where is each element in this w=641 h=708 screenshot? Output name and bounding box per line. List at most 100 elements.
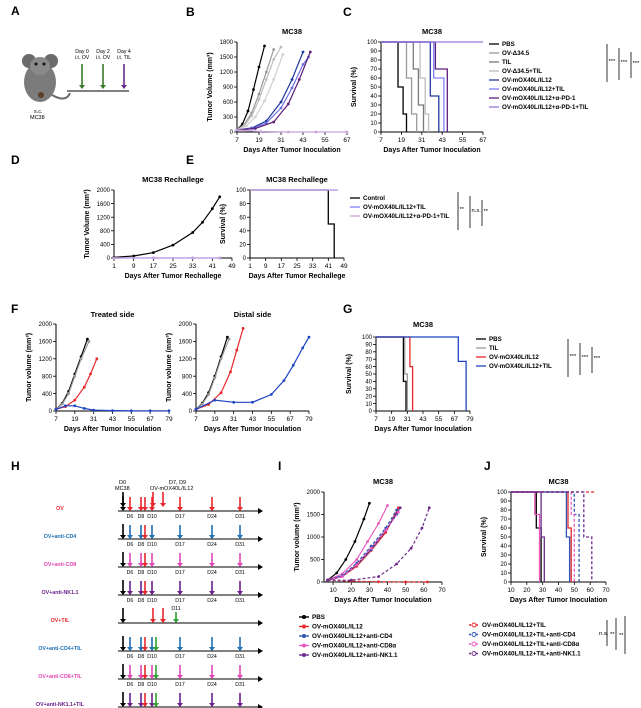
y-tick-label: 1600 — [97, 202, 111, 208]
legend-label: OV-mOX40L/IL12+TIL+anti-CD4 — [482, 632, 576, 639]
series-line — [376, 336, 467, 411]
arrowhead-icon — [149, 703, 155, 707]
legend-label: OV-Δ34.5+TIL — [502, 68, 542, 75]
arrowhead-icon — [138, 591, 144, 595]
data-point — [281, 53, 285, 56]
data-point — [307, 335, 311, 339]
y-tick-label: 50 — [500, 535, 507, 541]
x-tick-label: 43 — [419, 416, 427, 423]
data-point — [301, 50, 305, 54]
y-tick-label: 80 — [365, 350, 372, 356]
data-point — [253, 127, 257, 130]
y-axis-label: Tumor Volume (mm³) — [84, 189, 91, 258]
y-tick-label: 60 — [500, 526, 507, 532]
arrowhead-icon — [121, 85, 127, 89]
data-point — [384, 528, 388, 532]
y-tick-label: 0 — [189, 409, 193, 415]
arrowhead-icon — [237, 563, 243, 567]
data-point — [151, 256, 155, 260]
legend-label: TIL — [502, 59, 511, 66]
data-point — [345, 130, 349, 134]
data-point — [201, 220, 204, 224]
y-tick-label: 500 — [310, 558, 321, 564]
panel-letter: A — [11, 4, 20, 18]
legend-label: PBS — [312, 614, 325, 621]
data-point — [210, 207, 214, 211]
arrowhead-icon — [138, 675, 144, 679]
h-day-label: D6 — [127, 654, 134, 660]
arrowhead-icon — [127, 703, 133, 707]
data-point — [279, 100, 283, 104]
data-point — [241, 327, 245, 330]
y-tick-label: 30 — [365, 387, 372, 393]
h-row-label: OV+TIL — [51, 618, 70, 624]
y-tick-label: 100 — [497, 490, 508, 496]
data-point — [227, 337, 231, 341]
chart-title: MC38 Rechallege — [266, 175, 328, 184]
arrowhead-icon — [153, 703, 159, 707]
series-line — [327, 507, 430, 581]
h-timeline-head — [258, 676, 263, 682]
x-tick-label: 31 — [404, 416, 412, 423]
data-point — [218, 256, 222, 260]
panel-letter: H — [11, 459, 20, 473]
h-day-label: D17 — [175, 598, 185, 604]
h-timeline-head — [258, 620, 263, 626]
y-tick-label: 0 — [243, 256, 247, 262]
panel-letter: G — [343, 302, 352, 316]
data-point — [87, 340, 91, 343]
arrowhead-icon — [149, 675, 155, 679]
data-point — [264, 121, 268, 125]
x-tick-label: 31 — [230, 416, 238, 423]
arrowhead-icon — [149, 535, 155, 539]
y-tick-label: 1200 — [97, 215, 111, 221]
legend-label: OV-Δ34.5 — [502, 50, 530, 57]
arrowhead-icon — [160, 503, 166, 507]
arrowhead-icon — [177, 563, 183, 567]
significance-label: *** — [621, 60, 629, 66]
h-day-label: D31 — [235, 598, 245, 604]
y-tick-label: 100 — [236, 188, 247, 194]
series-line — [327, 509, 398, 581]
h-day-label: D6 — [127, 598, 134, 604]
data-point — [257, 65, 261, 69]
data-point — [272, 58, 276, 61]
series-line — [250, 189, 335, 258]
y-tick-label: 300 — [223, 115, 234, 121]
data-point — [395, 562, 398, 566]
data-point — [355, 563, 359, 567]
h-d11-label: D11 — [171, 606, 180, 612]
arrowhead-icon — [160, 619, 166, 623]
y-tick-label: 1200 — [39, 357, 53, 363]
x-tick-label: 55 — [435, 416, 443, 423]
x-axis-label: Days After Tumor Inoculation — [334, 597, 431, 604]
arrowhead-icon — [237, 507, 243, 511]
x-tick-label: 19 — [388, 416, 396, 423]
legend-marker — [302, 653, 306, 657]
series-line — [381, 41, 440, 132]
arrowhead-icon — [177, 647, 183, 651]
legend-marker — [302, 643, 306, 648]
h-timeline-head — [258, 508, 263, 514]
y-tick-label: 10 — [365, 402, 372, 408]
y-tick-label: 80 — [239, 202, 246, 208]
legend-label: PBS — [489, 336, 502, 343]
y-tick-label: 50 — [365, 372, 372, 378]
h-d0-sub: MC38 — [115, 486, 130, 492]
series-line — [236, 51, 311, 131]
arrowhead-icon — [127, 591, 133, 595]
data-point — [386, 504, 389, 507]
y-tick-label: 400 — [182, 392, 193, 398]
y-tick-label: 1800 — [220, 40, 234, 46]
significance-label: *** — [633, 61, 641, 67]
arrowhead-icon — [138, 647, 144, 651]
x-tick-label: 25 — [293, 263, 301, 270]
series-line — [381, 41, 430, 132]
x-tick-label: 67 — [451, 416, 459, 423]
data-point — [219, 391, 223, 395]
h-day-label: D17 — [175, 542, 185, 548]
arrowhead-icon — [237, 703, 243, 707]
significance-label: n.s. — [472, 208, 482, 214]
legend-label: OV-mOX40L/IL12+TIL — [363, 204, 426, 211]
